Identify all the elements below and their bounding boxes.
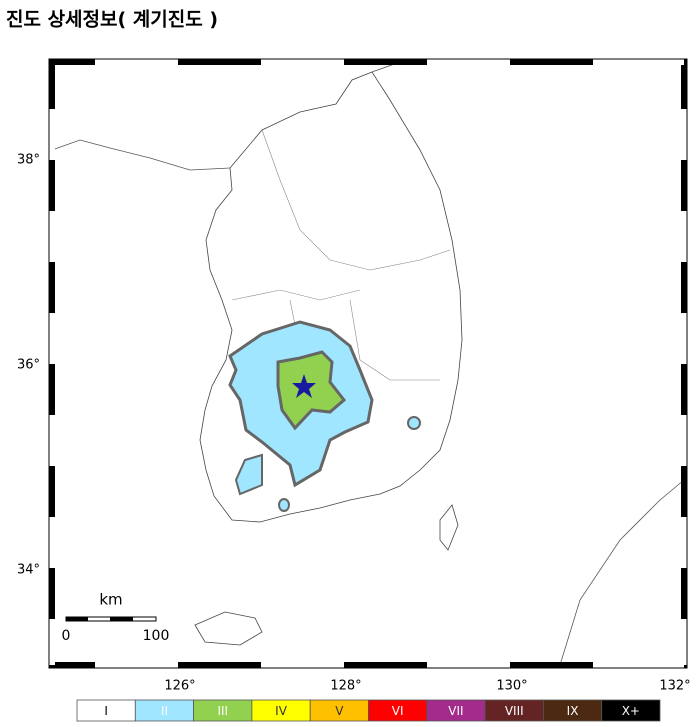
- lon-label: 130°: [496, 679, 527, 694]
- legend-label: VIII: [505, 704, 524, 718]
- lat-label: 38°: [17, 153, 40, 168]
- scale-unit: km: [99, 591, 122, 609]
- map-frame: km 0 100: [48, 58, 688, 669]
- epicenter: [292, 374, 316, 398]
- legend: I II III IV V VI VII VIII IX X+: [76, 699, 661, 722]
- scale-start: 0: [62, 628, 71, 644]
- frame-border: [48, 58, 688, 669]
- intensity-area: [407, 416, 421, 430]
- intensity-area: [234, 453, 263, 496]
- legend-label: V: [335, 704, 344, 718]
- legend-label: IX: [567, 704, 579, 718]
- lon-label: 132°: [659, 679, 690, 694]
- lon-label: 126°: [164, 679, 195, 694]
- legend-label: VI: [392, 704, 404, 718]
- island: [439, 504, 459, 551]
- legend-label: III: [217, 704, 228, 718]
- coast: [51, 139, 231, 171]
- legend-label: IV: [275, 704, 288, 718]
- legend-label: I: [104, 704, 108, 718]
- intensity-area: [278, 498, 290, 512]
- boundary: [231, 129, 451, 441]
- lon-label: 128°: [330, 679, 361, 694]
- coast: [559, 479, 685, 666]
- lat-label: 36°: [17, 358, 40, 373]
- scale-bar: km 0 100: [62, 591, 170, 645]
- legend-swatch: [601, 699, 661, 722]
- legend-label: X+: [622, 704, 640, 718]
- intensity-area: [276, 350, 347, 431]
- jeju: [194, 611, 263, 646]
- scale-end: 100: [143, 628, 170, 644]
- lat-label: 34°: [17, 563, 40, 578]
- page-title: 진도 상세정보( 계기진도 ): [6, 9, 218, 31]
- legend-label: VII: [448, 704, 463, 718]
- legend-label: II: [161, 704, 168, 718]
